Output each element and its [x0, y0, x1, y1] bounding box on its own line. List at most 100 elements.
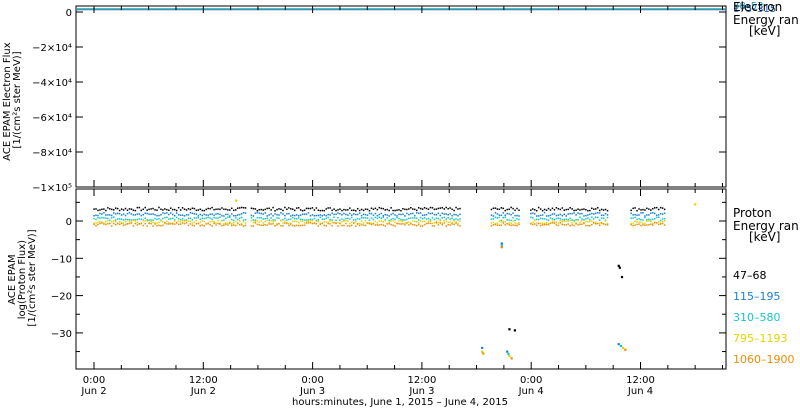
proton-point-115–195: [356, 213, 359, 216]
proton-point-47–68: [587, 209, 589, 212]
proton-point-1060–1900: [650, 223, 652, 225]
proton-point-1060–1900: [378, 224, 381, 226]
proton-point-1060–1900: [370, 223, 373, 226]
proton-point-1060–1900: [648, 224, 650, 226]
proton-point-795–1193: [423, 220, 426, 223]
proton-point-47–68: [329, 207, 331, 209]
proton-point-47–68: [280, 208, 282, 211]
proton-point-310–580: [406, 218, 408, 221]
proton-point-115–195: [589, 213, 591, 216]
proton-point-795–1193: [112, 220, 115, 222]
proton-flux-panel: 0 −10 −20 −30 ACE EPAM log(Proton Flux) [1/…: [7, 188, 799, 370]
proton-point-1060–1900: [659, 223, 662, 225]
proton-point-795–1193: [185, 220, 188, 222]
proton-point-795–1193: [358, 222, 361, 225]
proton-point-795–1193: [492, 221, 495, 223]
proton-point-115–195: [240, 213, 243, 215]
proton-point-47–68: [351, 209, 353, 212]
proton-point-795–1193: [105, 220, 107, 223]
proton-point-115–195: [199, 213, 202, 216]
proton-point-1060–1900: [213, 222, 215, 225]
proton-point-795–1193: [303, 222, 306, 224]
proton-point-310–580: [565, 218, 567, 220]
proton-point-795–1193: [457, 222, 459, 225]
proton-point-795–1193: [260, 220, 263, 222]
proton-point-115–195: [642, 212, 644, 214]
proton-point-115–195: [410, 212, 412, 215]
electron-ytick-label: 0: [66, 8, 72, 19]
proton-point-1060–1900: [142, 224, 144, 227]
proton-point-1060–1900: [362, 224, 365, 226]
proton-point-795–1193: [171, 222, 174, 224]
proton-point-795–1193: [455, 221, 457, 223]
proton-point-115–195: [380, 212, 383, 215]
proton-point-115–195: [256, 211, 259, 214]
proton-point-115–195: [541, 214, 544, 216]
proton-point-115–195: [532, 212, 534, 214]
proton-point-47–68: [386, 208, 388, 211]
proton-point-310–580: [175, 216, 178, 219]
proton-point-310–580: [268, 219, 270, 221]
proton-point-310–580: [138, 218, 141, 220]
proton-point-47–68: [561, 207, 564, 209]
proton-point-115–195: [573, 212, 575, 214]
proton-point-1060–1900: [250, 225, 253, 227]
proton-point-47–68: [352, 209, 355, 211]
proton-point-115–195: [207, 214, 209, 216]
proton-point-310–580: [425, 218, 428, 220]
proton-point-310–580: [349, 218, 351, 220]
proton-point-795–1193: [189, 220, 192, 223]
proton-point-1060–1900: [402, 223, 404, 225]
proton-point-795–1193: [223, 222, 225, 225]
proton-point-1060–1900: [543, 223, 546, 226]
proton-point-1060–1900: [309, 222, 312, 224]
proton-point-115–195: [307, 212, 310, 214]
proton-point-115–195: [280, 212, 282, 214]
proton-point-1060–1900: [215, 224, 217, 226]
proton-point-795–1193: [349, 222, 351, 225]
proton-point-795–1193: [378, 220, 381, 222]
proton-point-310–580: [362, 217, 365, 219]
proton-point-115–195: [545, 215, 548, 217]
proton-point-310–580: [412, 217, 414, 219]
proton-point-115–195: [404, 215, 406, 217]
proton-point-795–1193: [415, 220, 418, 223]
proton-outlier-point: [620, 275, 624, 279]
proton-point-1060–1900: [268, 223, 270, 225]
proton-point-1060–1900: [146, 225, 148, 227]
proton-point-115–195: [101, 213, 103, 215]
proton-point-115–195: [171, 213, 174, 216]
proton-point-47–68: [533, 208, 536, 211]
proton-point-795–1193: [187, 220, 190, 222]
proton-point-310–580: [587, 217, 589, 219]
proton-point-310–580: [134, 219, 137, 221]
proton-point-1060–1900: [559, 222, 562, 224]
proton-point-47–68: [408, 208, 410, 210]
proton-point-47–68: [412, 208, 414, 210]
proton-point-310–580: [299, 218, 302, 221]
proton-point-115–195: [431, 212, 434, 214]
proton-point-310–580: [514, 219, 516, 222]
proton-point-47–68: [345, 209, 347, 211]
proton-point-115–195: [565, 215, 567, 217]
proton-point-1060–1900: [181, 222, 184, 224]
proton-point-1060–1900: [447, 223, 449, 226]
proton-point-1060–1900: [435, 222, 438, 224]
proton-point-795–1193: [323, 221, 325, 223]
proton-point-47–68: [116, 207, 119, 210]
proton-point-115–195: [209, 213, 211, 216]
proton-point-47–68: [372, 208, 375, 211]
proton-point-1060–1900: [280, 225, 282, 227]
x-tick-date: Jun 2: [80, 386, 106, 397]
proton-point-795–1193: [543, 222, 546, 224]
proton-point-47–68: [455, 206, 457, 209]
proton-point-47–68: [221, 207, 223, 209]
proton-point-795–1193: [311, 219, 314, 222]
proton-point-795–1193: [547, 222, 550, 225]
proton-outlier-point: [617, 343, 620, 346]
proton-point-1060–1900: [272, 223, 274, 225]
proton-point-1060–1900: [152, 225, 154, 227]
proton-point-795–1193: [213, 220, 215, 223]
proton-point-795–1193: [103, 222, 105, 224]
x-tick-date: Jun 2: [190, 386, 216, 397]
